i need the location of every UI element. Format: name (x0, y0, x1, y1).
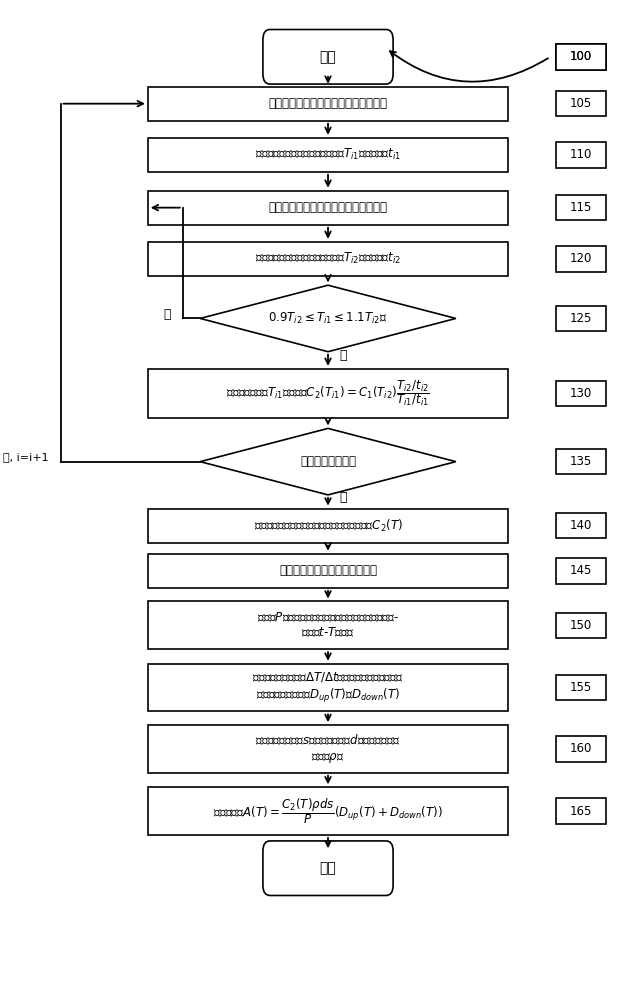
FancyBboxPatch shape (556, 675, 606, 700)
FancyBboxPatch shape (148, 509, 508, 543)
FancyBboxPatch shape (148, 87, 508, 121)
FancyBboxPatch shape (556, 798, 606, 824)
FancyBboxPatch shape (556, 195, 606, 220)
Text: 测量辐照升温面积$s$，辐照升温深度$d$，待测粉末的松
装密度$\rho$；: 测量辐照升温面积$s$，辐照升温深度$d$，待测粉末的松 装密度$\rho$； (255, 733, 401, 765)
Text: 否, i=i+1: 否, i=i+1 (3, 452, 49, 462)
Text: 开始: 开始 (320, 50, 337, 64)
Text: 功率为$P$的激光辐照待测粉末，使用热像仪记录时间-
温度（$t$-$T$）数据: 功率为$P$的激光辐照待测粉末，使用热像仪记录时间- 温度（$t$-$T$）数据 (257, 611, 399, 640)
Text: 结束: 结束 (320, 861, 337, 875)
Text: 是: 是 (340, 349, 347, 362)
FancyBboxPatch shape (556, 613, 606, 638)
Text: 100: 100 (570, 50, 592, 63)
Text: 计算吸收率$A(T)=\dfrac{C_2(T)\rho ds}{P}(D_{up}(T)+D_{down}(T))$: 计算吸收率$A(T)=\dfrac{C_2(T)\rho ds}{P}(D_{u… (213, 796, 443, 826)
Text: 数据量足够拟合？: 数据量足够拟合？ (300, 455, 356, 468)
Text: $0.9T_{i2}\leq T_{i1}\leq 1.1T_{i2}$？: $0.9T_{i2}\leq T_{i1}\leq 1.1T_{i2}$？ (268, 311, 388, 326)
Text: 140: 140 (570, 519, 592, 532)
Text: 设定激光辐照待测粉末需要的工艺参数: 设定激光辐照待测粉末需要的工艺参数 (268, 97, 388, 110)
FancyBboxPatch shape (148, 601, 508, 649)
Text: 待测粉末温度为$T_{i1}$的比热容$C_2(T_{i1})=C_1(T_{i2})$$\dfrac{T_{i2}/t_{i2}}{T_{i1}/t_{i1}: 待测粉末温度为$T_{i1}$的比热容$C_2(T_{i1})=C_1(T_{i… (226, 379, 430, 408)
FancyBboxPatch shape (148, 554, 508, 588)
Text: 100: 100 (570, 50, 592, 63)
Text: 155: 155 (570, 681, 592, 694)
Text: 激光辐照单质粉末，记录最大温升$T_{i2}$和降温时间$t_{i2}$: 激光辐照单质粉末，记录最大温升$T_{i2}$和降温时间$t_{i2}$ (255, 251, 401, 266)
FancyBboxPatch shape (263, 30, 393, 84)
Text: 求温度对时间的差分$\Delta T/\Delta t$并分段拟合得到温度变化
率和温度的函数关系$D_{up}(T)$，$D_{down}(T)$: 求温度对时间的差分$\Delta T/\Delta t$并分段拟合得到温度变化 … (252, 670, 404, 705)
FancyBboxPatch shape (148, 664, 508, 711)
FancyBboxPatch shape (556, 91, 606, 116)
Text: 120: 120 (570, 252, 592, 265)
FancyBboxPatch shape (148, 138, 508, 172)
Text: 160: 160 (570, 742, 592, 755)
Text: 150: 150 (570, 619, 592, 632)
FancyBboxPatch shape (556, 44, 606, 70)
FancyBboxPatch shape (556, 558, 606, 584)
FancyBboxPatch shape (556, 246, 606, 272)
Text: 是: 是 (340, 491, 347, 504)
FancyBboxPatch shape (556, 44, 606, 70)
FancyBboxPatch shape (148, 369, 508, 418)
Text: 165: 165 (570, 805, 592, 818)
Text: 设定测试吸收率需要的工艺参数: 设定测试吸收率需要的工艺参数 (279, 564, 377, 577)
FancyBboxPatch shape (556, 381, 606, 406)
FancyBboxPatch shape (556, 736, 606, 762)
Polygon shape (200, 428, 456, 495)
FancyBboxPatch shape (556, 449, 606, 474)
Text: 110: 110 (570, 148, 592, 161)
FancyBboxPatch shape (263, 841, 393, 895)
Text: 设定激光辐照单质粉末需要的工艺参数: 设定激光辐照单质粉末需要的工艺参数 (268, 201, 388, 214)
Text: 否: 否 (164, 308, 171, 321)
Text: 125: 125 (570, 312, 592, 325)
FancyBboxPatch shape (148, 725, 508, 773)
Text: 145: 145 (570, 564, 592, 577)
FancyBboxPatch shape (556, 513, 606, 538)
FancyBboxPatch shape (148, 191, 508, 225)
Text: 多项式拟合得到待测粉末随温度变化的比热容$C_2(T)$: 多项式拟合得到待测粉末随温度变化的比热容$C_2(T)$ (254, 518, 402, 534)
Text: 115: 115 (570, 201, 592, 214)
FancyBboxPatch shape (148, 242, 508, 276)
FancyBboxPatch shape (556, 306, 606, 331)
Text: 105: 105 (570, 97, 592, 110)
Text: 135: 135 (570, 455, 592, 468)
FancyBboxPatch shape (556, 142, 606, 168)
Text: 激光辐照待测粉末，记录最大温升$T_{i1}$和降温时间$t_{i1}$: 激光辐照待测粉末，记录最大温升$T_{i1}$和降温时间$t_{i1}$ (255, 147, 401, 162)
Polygon shape (200, 285, 456, 352)
Text: 130: 130 (570, 387, 592, 400)
FancyBboxPatch shape (148, 787, 508, 835)
